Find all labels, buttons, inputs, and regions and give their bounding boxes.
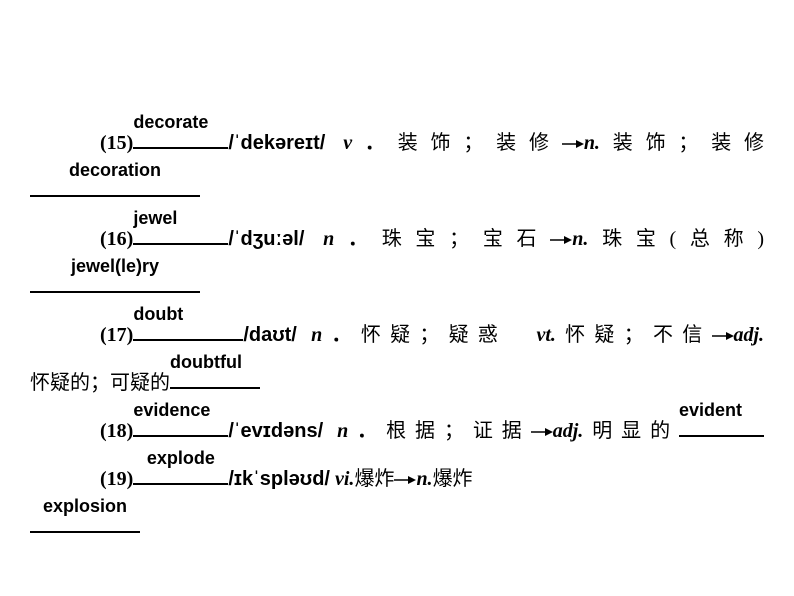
pos: n xyxy=(337,420,348,442)
pos: n. xyxy=(584,132,600,154)
pos: vi. xyxy=(335,468,354,490)
pos: vt. xyxy=(536,324,555,346)
entry-number: (17) xyxy=(100,324,133,346)
entry-17: (17)doubt/daʊt/ n．怀疑；疑惑 vt.怀疑；不信adj. xyxy=(30,312,764,358)
arrow-icon xyxy=(531,426,553,438)
ipa: /ˈevɪdəns/ xyxy=(228,420,323,442)
definition: 根据；证据 xyxy=(386,420,531,442)
definition: 怀疑；疑惑 xyxy=(361,324,507,346)
arrow-icon xyxy=(550,234,572,246)
entry-19-derived: explosion xyxy=(30,504,764,550)
pos: adj. xyxy=(734,324,765,346)
derived-blank: evident xyxy=(679,435,764,437)
entry-number: (18) xyxy=(100,420,133,442)
derived-blank: explosion xyxy=(30,531,140,533)
pos: n. xyxy=(572,228,588,250)
word-blank: explode xyxy=(133,483,228,485)
pos: n xyxy=(311,324,322,346)
pos: n xyxy=(323,228,334,250)
definition: 爆炸 xyxy=(433,468,473,490)
definition: 珠宝(总称) xyxy=(588,228,764,250)
ipa: /ɪkˈspləʊd/ xyxy=(228,468,330,490)
definition: 明显的 xyxy=(583,420,679,442)
ipa: /ˈdʒuːəl/ xyxy=(228,228,304,250)
definition: 爆炸 xyxy=(354,468,394,490)
ipa: /ˈdekəreɪt/ xyxy=(228,132,325,154)
definition: 珠宝；宝石 xyxy=(382,228,551,250)
definition: 怀疑；不信 xyxy=(556,324,712,346)
arrow-icon xyxy=(394,474,416,486)
arrow-icon xyxy=(712,330,734,342)
pos: v xyxy=(343,132,352,154)
pos: adj. xyxy=(553,420,584,442)
entry-19: (19)explode/ɪkˈspləʊd/ vi.爆炸n.爆炸 xyxy=(30,456,764,502)
definition: 装饰；装修 xyxy=(398,132,562,154)
arrow-icon xyxy=(562,138,584,150)
definition: 装饰；装修 xyxy=(600,132,764,154)
vocabulary-list: (15)decorate/ˈdekəreɪt/ v．装饰；装修n.装饰；装修 d… xyxy=(30,120,764,552)
pos: n. xyxy=(416,468,432,490)
